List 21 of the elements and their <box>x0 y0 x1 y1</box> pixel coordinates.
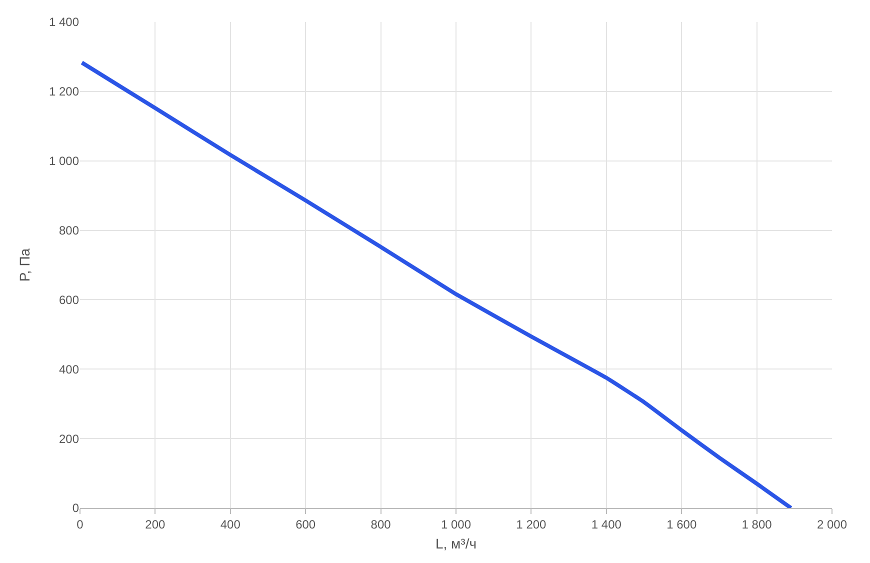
x-tick-label: 1 400 <box>591 517 622 532</box>
x-tick-label: 2 000 <box>816 517 848 532</box>
y-tick-label: 200 <box>58 432 80 446</box>
x-tick-label: 800 <box>370 517 392 532</box>
y-tick-label: 800 <box>58 223 80 238</box>
x-tick-label: 400 <box>220 517 241 532</box>
x-axis-title: L, м³/ч <box>435 536 477 552</box>
y-tick-label: 1 400 <box>48 15 80 30</box>
x-tick-label: 1 000 <box>440 517 472 532</box>
x-tick-label: 1 600 <box>666 517 697 532</box>
y-tick-label: 600 <box>58 292 80 307</box>
y-tick-label: 1 200 <box>48 84 80 99</box>
y-tick-label: 0 <box>72 501 80 516</box>
y-axis-title: P, Па <box>16 248 33 282</box>
x-tick-label: 600 <box>296 517 316 532</box>
line-series <box>80 60 794 508</box>
y-tick-label: 400 <box>58 362 80 376</box>
x-tick-label: 1 800 <box>742 517 772 532</box>
x-tick-label: 200 <box>145 517 166 532</box>
y-tick-label: 1 000 <box>48 154 80 168</box>
x-tick-label: 1 200 <box>516 517 547 532</box>
